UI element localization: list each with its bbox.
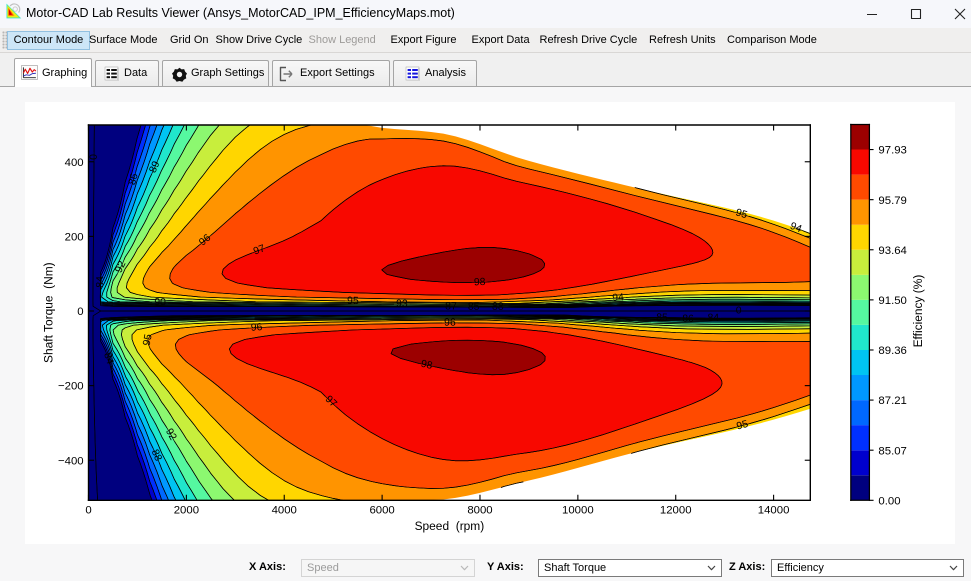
svg-text:93.64: 93.64	[878, 245, 906, 257]
svg-text:84: 84	[707, 313, 719, 324]
svg-text:0.00: 0.00	[878, 495, 900, 507]
svg-text:95: 95	[735, 419, 749, 433]
svg-text:90: 90	[154, 297, 166, 308]
svg-text:8000: 8000	[467, 504, 492, 516]
svg-text:94: 94	[788, 221, 803, 236]
svg-text:97.93: 97.93	[878, 145, 906, 157]
svg-text:200: 200	[65, 232, 84, 244]
svg-text:400: 400	[65, 157, 84, 169]
svg-text:Speed (rpm): Speed (rpm)	[415, 519, 485, 533]
svg-text:87.21: 87.21	[878, 395, 906, 407]
svg-text:10000: 10000	[562, 504, 594, 516]
svg-text:98: 98	[420, 359, 434, 372]
svg-text:2000: 2000	[174, 504, 199, 516]
svg-text:86: 86	[127, 172, 141, 186]
svg-text:96: 96	[444, 318, 456, 329]
svg-text:0: 0	[89, 154, 100, 160]
svg-text:−200: −200	[58, 381, 84, 393]
svg-text:91.50: 91.50	[878, 295, 906, 307]
svg-text:0: 0	[77, 306, 83, 318]
svg-text:12000: 12000	[660, 504, 692, 516]
svg-text:85.07: 85.07	[878, 445, 906, 457]
svg-text:95: 95	[142, 333, 155, 347]
svg-text:0: 0	[85, 504, 91, 516]
svg-text:89.36: 89.36	[878, 345, 906, 357]
svg-text:Shaft Torque (Nm): Shaft Torque (Nm)	[42, 262, 56, 363]
svg-text:86: 86	[682, 314, 694, 325]
svg-text:85: 85	[468, 302, 480, 313]
svg-text:92: 92	[163, 427, 178, 443]
svg-text:0: 0	[736, 306, 742, 317]
svg-text:96: 96	[251, 322, 263, 334]
svg-text:84: 84	[101, 351, 115, 366]
svg-text:85: 85	[656, 312, 668, 323]
svg-text:92: 92	[114, 259, 129, 274]
svg-text:4000: 4000	[272, 504, 297, 516]
svg-text:88: 88	[492, 302, 504, 313]
svg-text:95: 95	[734, 207, 748, 221]
svg-text:84: 84	[95, 276, 106, 288]
svg-text:95.79: 95.79	[878, 195, 906, 207]
svg-text:14000: 14000	[758, 504, 790, 516]
svg-text:−400: −400	[58, 455, 84, 467]
svg-text:88: 88	[149, 448, 164, 463]
svg-text:87: 87	[445, 301, 457, 312]
svg-text:95: 95	[347, 296, 359, 307]
svg-text:94: 94	[612, 292, 624, 304]
svg-text:6000: 6000	[369, 504, 394, 516]
svg-text:98: 98	[474, 277, 486, 288]
svg-text:93: 93	[396, 299, 408, 310]
svg-text:Efficiency (%): Efficiency (%)	[911, 275, 925, 348]
svg-text:89: 89	[148, 160, 163, 175]
svg-text:97: 97	[252, 243, 267, 257]
